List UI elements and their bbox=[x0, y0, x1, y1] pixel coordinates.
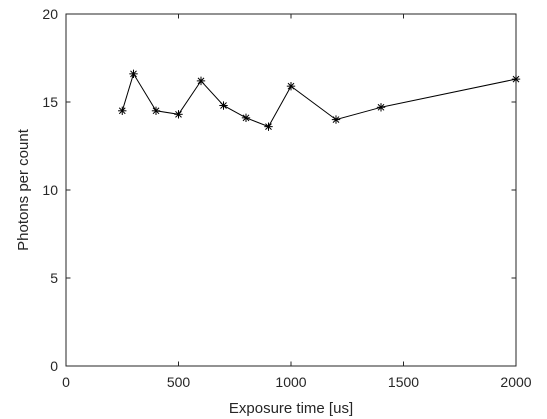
data-series bbox=[118, 69, 521, 131]
y-axis-ticks: 0 5 10 15 20 bbox=[42, 6, 516, 374]
data-point-marker bbox=[286, 81, 296, 91]
data-point-marker bbox=[151, 106, 161, 115]
data-point-marker bbox=[174, 110, 183, 119]
y-axis-label: Photons per count bbox=[15, 128, 32, 251]
data-point-marker bbox=[376, 103, 386, 112]
x-tick-label: 0 bbox=[62, 374, 70, 390]
x-tick-label: 500 bbox=[167, 374, 191, 390]
x-tick-label: 1000 bbox=[275, 374, 306, 390]
y-tick-label: 5 bbox=[50, 270, 58, 286]
series-line bbox=[121, 72, 517, 128]
y-tick-label: 15 bbox=[42, 94, 58, 110]
y-tick-label: 0 bbox=[50, 358, 58, 374]
data-point-marker bbox=[219, 101, 228, 110]
data-point-marker bbox=[241, 113, 251, 123]
x-axis-label: Exposure time [us] bbox=[229, 400, 353, 417]
y-tick-label: 10 bbox=[42, 182, 58, 198]
data-point-marker bbox=[511, 74, 521, 84]
data-point-marker bbox=[264, 122, 273, 131]
plot-area bbox=[65, 13, 517, 367]
data-point-marker bbox=[331, 115, 341, 124]
x-tick-label: 1500 bbox=[388, 374, 419, 390]
data-point-marker bbox=[118, 106, 127, 115]
x-tick-label: 2000 bbox=[500, 374, 531, 390]
data-point-marker bbox=[196, 76, 206, 86]
x-axis-ticks: 0 500 1000 1500 2000 bbox=[62, 14, 532, 390]
y-tick-label: 20 bbox=[42, 6, 58, 22]
data-point-marker bbox=[129, 69, 138, 79]
